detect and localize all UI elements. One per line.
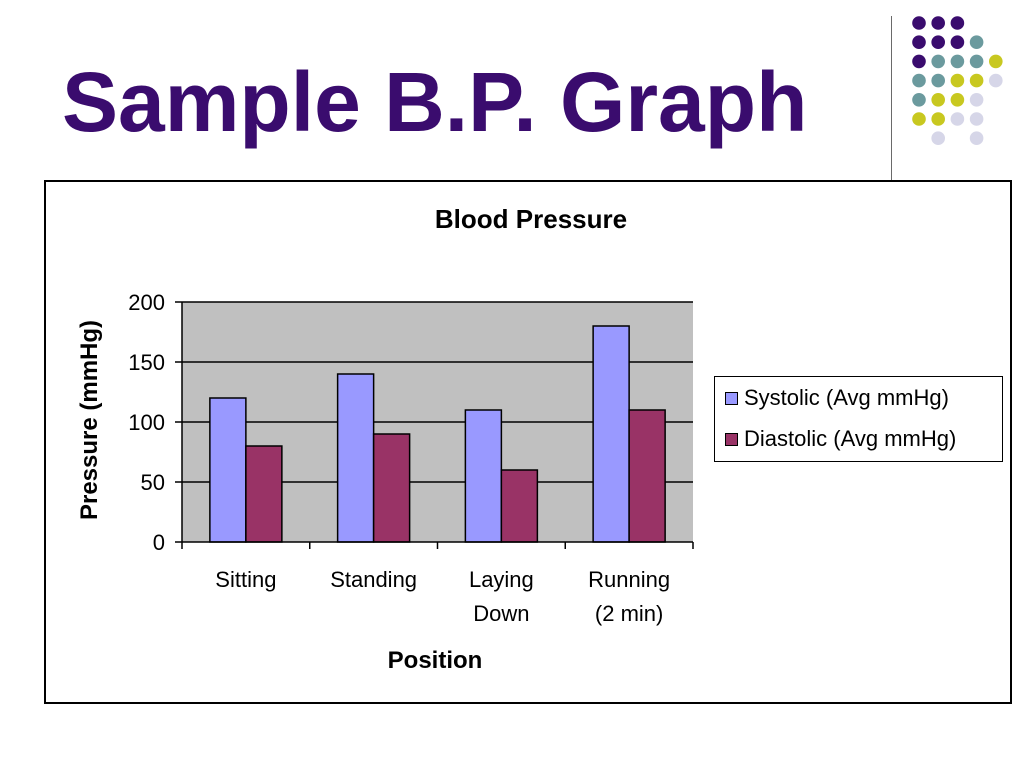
x-tick-label: Laying <box>469 567 534 592</box>
bar-chart: Blood Pressure 0 50 100 150 200 Sitting Standi… <box>76 204 694 674</box>
decorative-dot <box>912 35 926 49</box>
decorative-dot <box>950 73 965 88</box>
bar-diastolic <box>500 469 539 543</box>
legend-label-diastolic: Diastolic (Avg mmHg) <box>744 426 957 451</box>
decorative-dot <box>950 112 965 126</box>
decorative-dot <box>969 35 984 49</box>
x-tick-label: Sitting <box>215 567 276 592</box>
decorative-dot <box>931 93 945 107</box>
bar-diastolic <box>372 433 411 543</box>
decorative-dot <box>912 73 926 88</box>
decorative-dot <box>950 93 965 107</box>
chart-legend: Systolic (Avg mmHg) Diastolic (Avg mmHg) <box>714 376 1003 462</box>
bar-systolic <box>336 373 375 543</box>
decorative-dot <box>912 112 926 126</box>
x-tick-label: Down <box>473 601 529 626</box>
decorative-dot <box>969 54 984 69</box>
y-tick-label: 200 <box>128 290 165 315</box>
y-tick-label: 100 <box>128 410 165 435</box>
decorative-dot <box>912 54 926 69</box>
x-tick-label: (2 min) <box>595 601 663 626</box>
decorative-dot <box>931 131 945 145</box>
x-tick-label: Running <box>588 567 670 592</box>
legend-item-systolic: Systolic (Avg mmHg) <box>725 385 949 410</box>
decorative-dot <box>969 93 984 107</box>
chart-title: Blood Pressure <box>435 204 627 234</box>
bar-systolic <box>464 409 503 543</box>
bar-diastolic <box>628 409 666 543</box>
decorative-dot <box>950 16 965 30</box>
chart-frame: Blood Pressure 0 50 100 150 200 Sitting Standi… <box>44 180 1012 704</box>
legend-item-diastolic: Diastolic (Avg mmHg) <box>725 426 957 451</box>
bar-systolic <box>592 325 630 543</box>
bar-systolic <box>209 397 247 543</box>
decorative-dot <box>931 54 945 69</box>
legend-swatch-diastolic <box>725 432 738 446</box>
slide-title: Sample B.P. Graph <box>62 55 808 149</box>
decorative-dot <box>969 73 984 88</box>
y-tick-label: 150 <box>128 350 165 375</box>
x-tick-label: Standing <box>330 567 417 592</box>
y-axis-label: Pressure (mmHg) <box>76 320 103 520</box>
decorative-dot <box>969 131 984 145</box>
legend-label-systolic: Systolic (Avg mmHg) <box>744 385 949 410</box>
decorative-dot <box>989 73 1003 88</box>
decorative-dot <box>950 54 965 69</box>
x-axis-label: Position <box>388 647 483 674</box>
decorative-dot <box>931 35 945 49</box>
decorative-dot <box>931 73 945 88</box>
decorative-dot <box>931 16 945 30</box>
decorative-dot <box>950 35 965 49</box>
decorative-dot <box>912 16 926 30</box>
legend-swatch-systolic <box>725 391 738 405</box>
decorative-dot <box>989 54 1003 69</box>
y-tick-label: 50 <box>141 470 165 495</box>
bar-diastolic <box>245 445 283 543</box>
y-tick-label: 0 <box>153 530 165 555</box>
decorative-dot <box>969 112 984 126</box>
title-divider <box>891 16 892 180</box>
decorative-dot <box>912 93 926 107</box>
decorative-dot <box>931 112 945 126</box>
